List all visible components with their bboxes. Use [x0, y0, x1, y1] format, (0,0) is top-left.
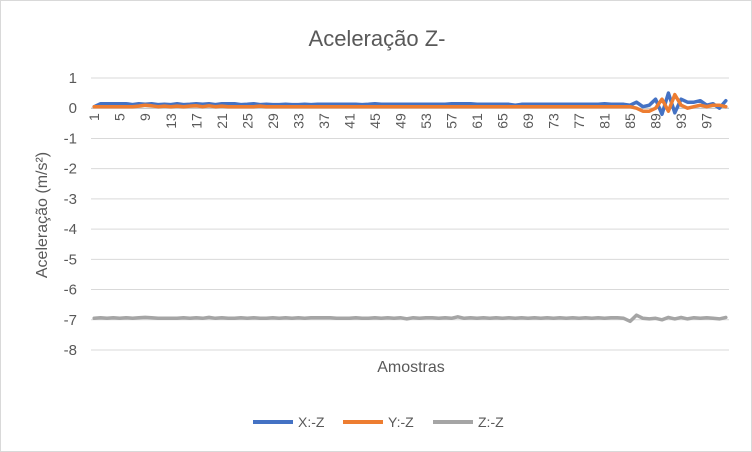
x-tick-label: 77: [571, 113, 587, 129]
series-line-1: [92, 91, 728, 117]
series-line-3: [92, 313, 728, 324]
x-tick-label: 97: [699, 113, 715, 129]
series-lines: [92, 91, 728, 324]
legend-label-3: Z:-Z: [478, 414, 504, 430]
y-tick-label: -3: [64, 191, 77, 208]
x-tick-label: 13: [163, 113, 179, 129]
x-tick-label: 69: [520, 113, 536, 129]
x-tick-label: 49: [392, 113, 408, 129]
x-tick-label: 29: [265, 113, 281, 129]
y-tick-label: -1: [64, 130, 77, 147]
y-tick-label: 0: [69, 100, 77, 117]
y-tick-label: -7: [64, 312, 77, 329]
x-tick-label: 37: [316, 113, 332, 129]
x-tick-label: 61: [469, 113, 485, 129]
x-axis-label: Amostras: [377, 359, 445, 376]
x-tick-label: 33: [290, 113, 306, 129]
legend: X:-Z Y:-Z Z:-Z: [253, 414, 504, 430]
y-tick-label: -6: [64, 282, 77, 299]
legend-label-1: X:-Z: [298, 414, 325, 430]
x-tick-label: 9: [137, 113, 153, 121]
series-line-2: [92, 92, 728, 113]
y-axis-label: Aceleração (m/s²): [34, 152, 51, 278]
x-axis-ticks: 1 5 9 13 17 21 25 29 33 37 41 45 49 53 57 61 65 69 73 77 81 8…: [86, 113, 714, 129]
x-tick-label: 65: [495, 113, 511, 129]
y-tick-label: -8: [64, 342, 77, 359]
x-tick-label: 89: [648, 113, 664, 129]
x-tick-label: 21: [214, 113, 230, 129]
x-tick-label: 81: [597, 113, 613, 129]
x-tick-label: 17: [188, 113, 204, 129]
y-tick-label: -2: [64, 161, 77, 178]
x-tick-label: 1: [86, 113, 102, 121]
y-tick-label: -5: [64, 251, 77, 268]
x-tick-label: 45: [367, 113, 383, 129]
x-tick-label: 85: [622, 113, 638, 129]
chart-title: Aceleração Z-: [309, 26, 446, 51]
x-tick-label: 93: [673, 113, 689, 129]
x-tick-label: 41: [341, 113, 357, 129]
x-tick-label: 73: [546, 113, 562, 129]
y-tick-label: -4: [64, 221, 77, 238]
y-axis-ticks: 1 0 -1 -2 -3 -4 -5 -6 -7 -8: [64, 70, 77, 359]
x-tick-label: 5: [112, 113, 128, 121]
legend-label-2: Y:-Z: [388, 414, 414, 430]
x-tick-label: 25: [239, 113, 255, 129]
x-tick-label: 53: [418, 113, 434, 129]
x-tick-label: 57: [443, 113, 459, 129]
y-tick-label: 1: [69, 70, 77, 87]
